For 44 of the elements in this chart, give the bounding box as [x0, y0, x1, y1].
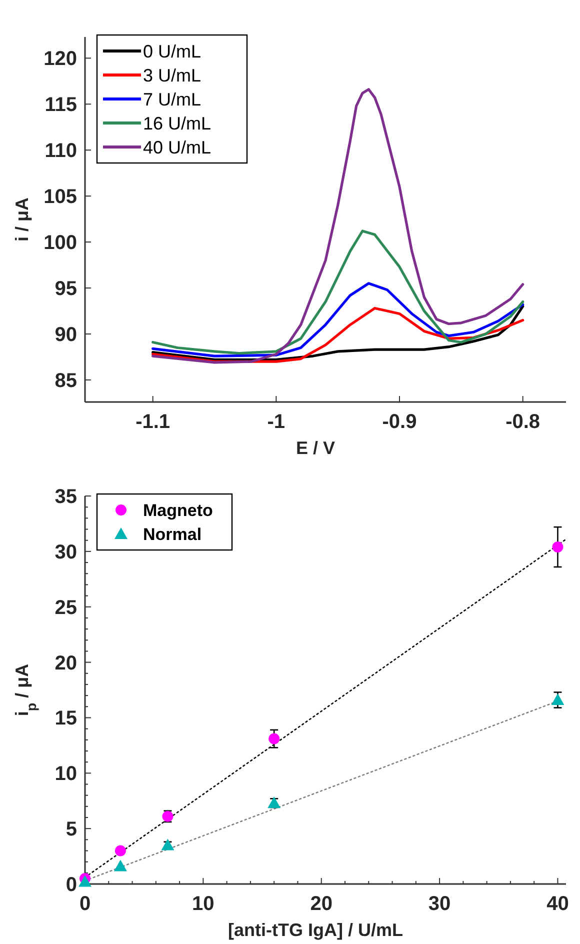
- x-tick-label: -1.1: [136, 411, 170, 433]
- x-tick-label: 10: [192, 893, 214, 915]
- y-tick-label: 120: [44, 48, 77, 70]
- x-tick-label: -1: [267, 411, 286, 433]
- line-series: [152, 282, 524, 358]
- point: [551, 693, 564, 705]
- legend-label: 7 U/mL: [143, 89, 202, 110]
- x-tick-label: -0.9: [382, 411, 417, 433]
- x-tick-label: 20: [310, 893, 332, 915]
- y-tick-label: 100: [44, 232, 77, 254]
- legend-label: Magneto: [143, 500, 213, 520]
- y-tick-label: 110: [44, 140, 77, 162]
- y-tick-label: 20: [54, 652, 77, 674]
- legend-label: 0 U/mL: [143, 41, 202, 62]
- y-tick-label: 35: [54, 486, 77, 508]
- x-axis-title: [anti-tTG IgA] / U/mL: [228, 920, 403, 940]
- legend-label: 16 U/mL: [143, 113, 212, 134]
- y-tick-label: 0: [66, 874, 77, 896]
- y-tick-label: 90: [54, 324, 77, 346]
- y-tick-label: 115: [44, 94, 77, 116]
- x-tick-label: 30: [428, 893, 451, 915]
- x-tick-label: 0: [79, 893, 91, 915]
- x-tick-label: -0.8: [506, 411, 540, 433]
- y-tick-label: 105: [44, 186, 77, 208]
- point: [78, 875, 92, 887]
- y-tick-label: 10: [54, 763, 77, 786]
- y-tick-label: 5: [66, 818, 77, 841]
- y-tick-label: 25: [54, 596, 77, 619]
- y-tick-label: 95: [54, 278, 77, 300]
- y-axis-title: i / μA: [12, 197, 32, 242]
- point: [161, 838, 174, 850]
- y-tick-label: 30: [54, 541, 77, 564]
- point: [114, 860, 127, 872]
- x-tick-label: 40: [546, 893, 569, 915]
- point: [114, 845, 126, 856]
- legend-label: 3 U/mL: [143, 65, 202, 86]
- y-tick-label: 15: [54, 708, 77, 730]
- legend-label: 40 U/mL: [143, 137, 212, 158]
- point: [268, 733, 280, 744]
- y-tick-label: 85: [54, 370, 77, 392]
- legend-label: Normal: [143, 524, 202, 544]
- x-axis-title: E / V: [296, 438, 336, 458]
- line-series: [152, 230, 524, 355]
- point: [552, 541, 564, 552]
